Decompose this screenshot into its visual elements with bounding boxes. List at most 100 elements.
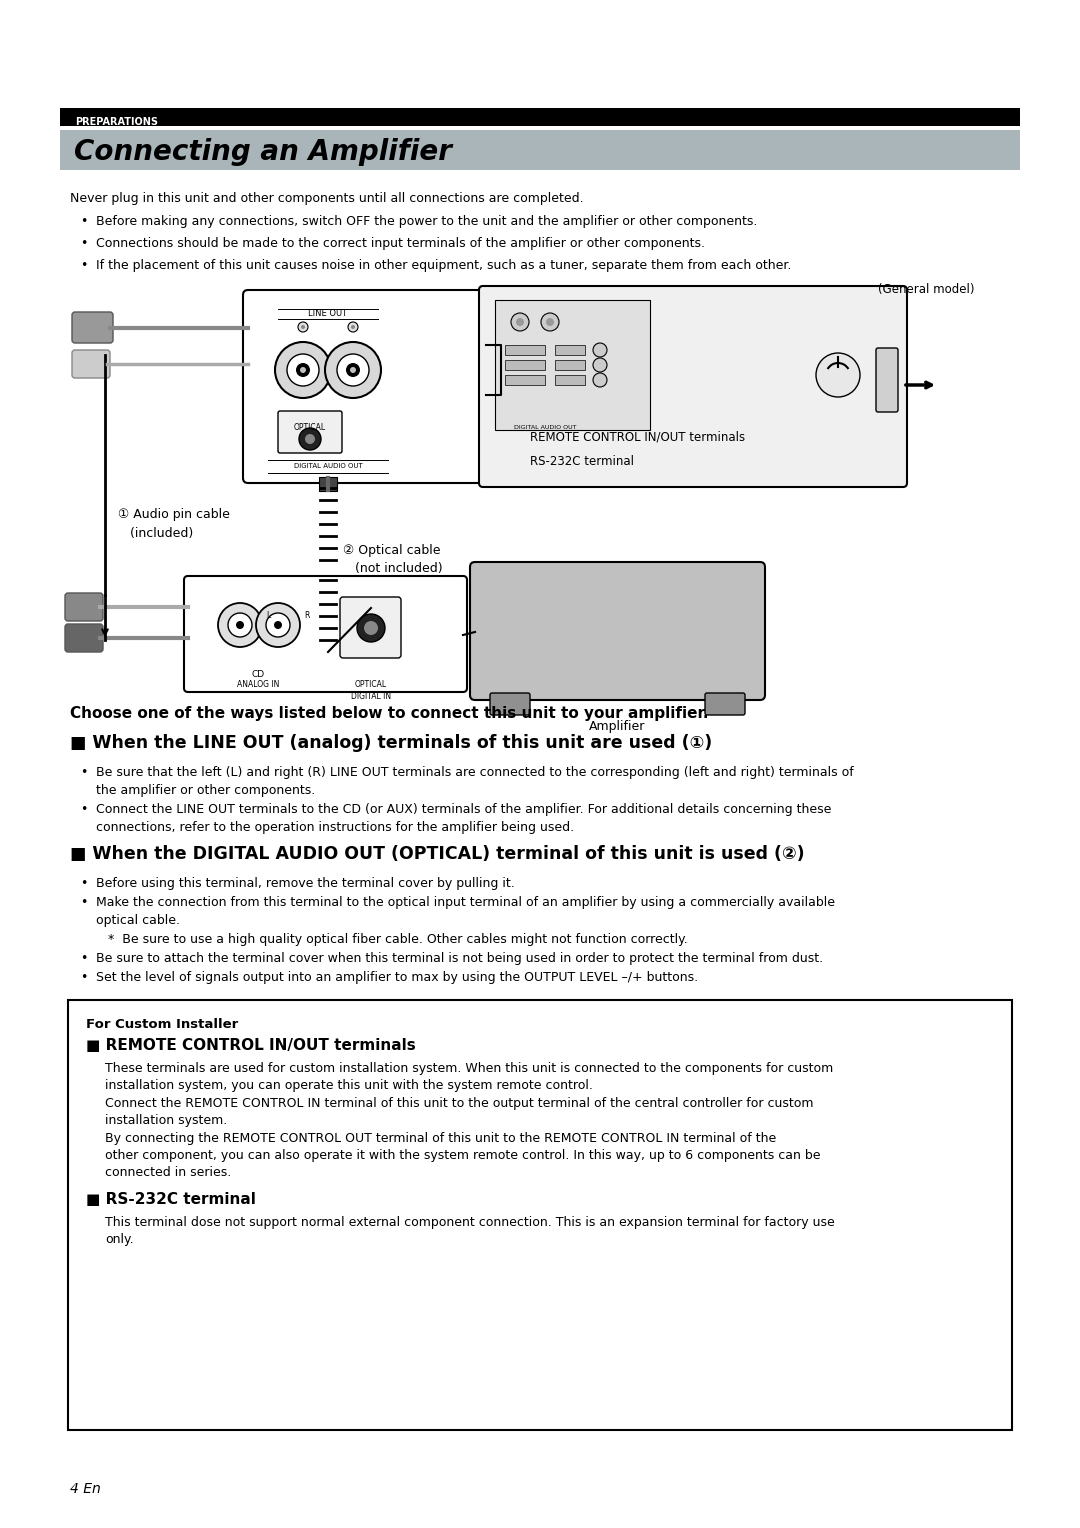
Circle shape xyxy=(346,364,360,377)
Text: installation system, you can operate this unit with the system remote control.: installation system, you can operate thi… xyxy=(105,1079,593,1093)
Text: RS-232C terminal: RS-232C terminal xyxy=(530,455,634,468)
Text: For Custom Installer: For Custom Installer xyxy=(86,1018,239,1031)
Text: Connections should be made to the correct input terminals of the amplifier or ot: Connections should be made to the correc… xyxy=(96,237,705,251)
Text: ■ When the LINE OUT (analog) terminals of this unit are used (①): ■ When the LINE OUT (analog) terminals o… xyxy=(70,733,712,752)
FancyBboxPatch shape xyxy=(243,290,491,483)
Text: CD: CD xyxy=(252,669,265,678)
Text: OPTICAL: OPTICAL xyxy=(294,423,326,432)
Text: Make the connection from this terminal to the optical input terminal of an ampli: Make the connection from this terminal t… xyxy=(96,895,835,909)
FancyBboxPatch shape xyxy=(72,350,110,377)
Circle shape xyxy=(516,318,524,325)
Text: R: R xyxy=(303,611,309,620)
Text: PREPARATIONS: PREPARATIONS xyxy=(75,118,158,127)
Text: Amplifier: Amplifier xyxy=(589,720,645,733)
Text: ① Audio pin cable: ① Audio pin cable xyxy=(118,507,230,521)
Circle shape xyxy=(228,613,252,637)
Text: (included): (included) xyxy=(118,527,193,539)
Text: •: • xyxy=(80,215,87,228)
Text: •: • xyxy=(80,952,87,966)
Text: By connecting the REMOTE CONTROL OUT terminal of this unit to the REMOTE CONTROL: By connecting the REMOTE CONTROL OUT ter… xyxy=(105,1132,777,1144)
Bar xyxy=(68,999,1012,1430)
FancyBboxPatch shape xyxy=(876,348,897,413)
Text: *  Be sure to use a high quality optical fiber cable. Other cables might not fun: * Be sure to use a high quality optical … xyxy=(108,934,688,946)
Circle shape xyxy=(305,434,315,445)
Circle shape xyxy=(511,313,529,332)
Text: Be sure that the left (L) and right (R) LINE OUT terminals are connected to the : Be sure that the left (L) and right (R) … xyxy=(96,766,854,779)
Text: optical cable.: optical cable. xyxy=(96,914,180,927)
Circle shape xyxy=(274,620,282,630)
Text: Choose one of the ways listed below to connect this unit to your amplifier.: Choose one of the ways listed below to c… xyxy=(70,706,708,721)
Text: Connect the LINE OUT terminals to the CD (or AUX) terminals of the amplifier. Fo: Connect the LINE OUT terminals to the CD… xyxy=(96,804,832,816)
FancyBboxPatch shape xyxy=(65,623,103,652)
Circle shape xyxy=(593,358,607,371)
Text: 4 En: 4 En xyxy=(70,1482,100,1496)
Text: Before using this terminal, remove the terminal cover by pulling it.: Before using this terminal, remove the t… xyxy=(96,877,515,889)
Text: •: • xyxy=(80,237,87,251)
FancyBboxPatch shape xyxy=(340,597,401,659)
Text: DIGITAL IN: DIGITAL IN xyxy=(351,692,391,701)
FancyBboxPatch shape xyxy=(319,477,337,490)
Text: installation system.: installation system. xyxy=(105,1114,227,1128)
Circle shape xyxy=(337,354,369,387)
Circle shape xyxy=(593,373,607,387)
Text: other component, you can also operate it with the system remote control. In this: other component, you can also operate it… xyxy=(105,1149,821,1161)
Text: These terminals are used for custom installation system. When this unit is conne: These terminals are used for custom inst… xyxy=(105,1062,834,1076)
Circle shape xyxy=(301,325,305,329)
Text: •: • xyxy=(80,804,87,816)
Text: Never plug in this unit and other components until all connections are completed: Never plug in this unit and other compon… xyxy=(70,193,583,205)
Text: •: • xyxy=(80,766,87,779)
Circle shape xyxy=(325,342,381,397)
Text: ② Optical cable: ② Optical cable xyxy=(343,544,441,558)
Text: If the placement of this unit causes noise in other equipment, such as a tuner, : If the placement of this unit causes noi… xyxy=(96,260,792,272)
FancyBboxPatch shape xyxy=(490,694,530,715)
Bar xyxy=(505,361,545,370)
Bar xyxy=(60,130,1020,170)
Circle shape xyxy=(541,313,559,332)
Text: ■ When the DIGITAL AUDIO OUT (OPTICAL) terminal of this unit is used (②): ■ When the DIGITAL AUDIO OUT (OPTICAL) t… xyxy=(70,845,805,863)
Circle shape xyxy=(237,620,244,630)
Bar xyxy=(505,374,545,385)
Text: This terminal dose not support normal external component connection. This is an : This terminal dose not support normal ex… xyxy=(105,1216,835,1229)
FancyBboxPatch shape xyxy=(705,694,745,715)
Text: •: • xyxy=(80,895,87,909)
Text: ■ RS-232C terminal: ■ RS-232C terminal xyxy=(86,1192,256,1207)
FancyBboxPatch shape xyxy=(278,411,342,452)
Text: •: • xyxy=(80,877,87,889)
Circle shape xyxy=(348,322,357,332)
Text: only.: only. xyxy=(105,1233,134,1245)
Text: •: • xyxy=(80,260,87,272)
Circle shape xyxy=(296,364,310,377)
Circle shape xyxy=(357,614,384,642)
Text: LINE OUT: LINE OUT xyxy=(309,309,348,318)
Circle shape xyxy=(266,613,291,637)
Bar xyxy=(60,108,1020,125)
Text: (General model): (General model) xyxy=(878,283,974,296)
Text: Be sure to attach the terminal cover when this terminal is not being used in ord: Be sure to attach the terminal cover whe… xyxy=(96,952,823,966)
Circle shape xyxy=(300,367,306,373)
FancyBboxPatch shape xyxy=(65,593,103,620)
Text: Set the level of signals output into an amplifier to max by using the OUTPUT LEV: Set the level of signals output into an … xyxy=(96,970,698,984)
Text: connected in series.: connected in series. xyxy=(105,1166,231,1180)
Bar xyxy=(505,345,545,354)
Circle shape xyxy=(299,428,321,451)
Circle shape xyxy=(287,354,319,387)
Text: L: L xyxy=(266,611,270,620)
Circle shape xyxy=(350,367,356,373)
Text: Connect the REMOTE CONTROL IN terminal of this unit to the output terminal of th: Connect the REMOTE CONTROL IN terminal o… xyxy=(105,1097,813,1109)
Text: (not included): (not included) xyxy=(343,562,443,575)
Circle shape xyxy=(351,325,355,329)
Text: Before making any connections, switch OFF the power to the unit and the amplifie: Before making any connections, switch OF… xyxy=(96,215,757,228)
Bar xyxy=(555,361,585,370)
Circle shape xyxy=(275,342,330,397)
Text: connections, refer to the operation instructions for the amplifier being used.: connections, refer to the operation inst… xyxy=(96,821,575,834)
Text: ANALOG IN: ANALOG IN xyxy=(237,680,280,689)
Text: DIGITAL AUDIO OUT: DIGITAL AUDIO OUT xyxy=(294,463,363,469)
Text: DIGITAL AUDIO OUT: DIGITAL AUDIO OUT xyxy=(514,425,577,429)
Circle shape xyxy=(593,342,607,358)
Circle shape xyxy=(256,604,300,646)
FancyBboxPatch shape xyxy=(72,312,113,342)
Text: Connecting an Amplifier: Connecting an Amplifier xyxy=(75,138,451,167)
Circle shape xyxy=(364,620,378,636)
Text: REMOTE CONTROL IN/OUT terminals: REMOTE CONTROL IN/OUT terminals xyxy=(530,429,745,443)
Circle shape xyxy=(218,604,262,646)
